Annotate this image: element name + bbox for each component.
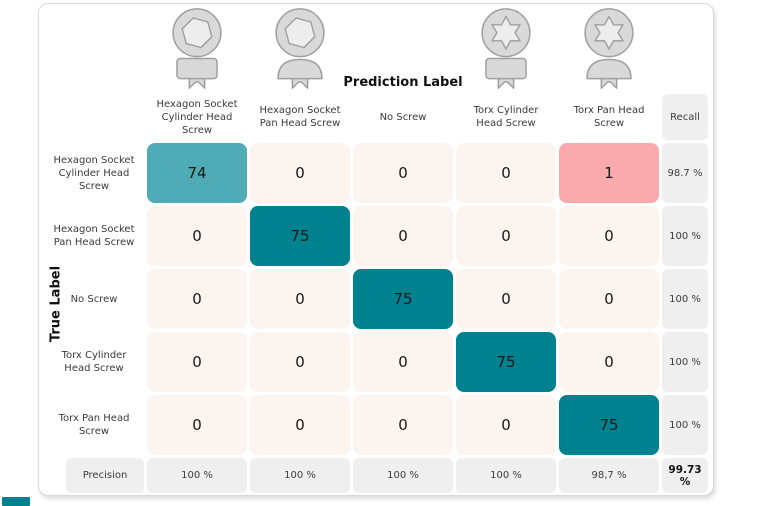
matrix-cell[interactable]: 0: [353, 143, 453, 203]
recall-cell: 100 %: [662, 269, 708, 329]
recall-cell: 100 %: [662, 332, 708, 392]
matrix-cell[interactable]: 0: [456, 143, 556, 203]
precision-cell: 98,7 %: [559, 458, 659, 493]
matrix-cell[interactable]: 0: [353, 206, 453, 266]
hexagon-socket-cylinder-head-screw-icon: [147, 7, 247, 91]
recall-column-header: Recall: [662, 94, 708, 140]
matrix-cell[interactable]: 0: [250, 269, 350, 329]
matrix-cell[interactable]: 0: [147, 332, 247, 392]
confusion-matrix-panel: Prediction Label Recall Precision 99.73 …: [38, 3, 714, 496]
precision-row-header: Precision: [66, 458, 144, 493]
column-header: No Screw: [379, 111, 427, 123]
matrix-cell[interactable]: 1: [559, 143, 659, 203]
matrix-cell[interactable]: 0: [559, 269, 659, 329]
true-axis-label: True Label: [48, 265, 64, 343]
recall-cell: 100 %: [662, 395, 708, 455]
column-header: Torx Pan Head Screw: [573, 105, 645, 129]
bottom-left-ui-fragment: [2, 497, 30, 506]
torx-cylinder-head-screw-icon: [456, 7, 556, 91]
recall-cell: 98.7 %: [662, 143, 708, 203]
row-label: Hexagon Socket Pan Head Screw: [53, 224, 135, 248]
row-label: Torx Pan Head Screw: [58, 413, 130, 437]
matrix-cell[interactable]: 0: [456, 395, 556, 455]
column-header: Hexagon Socket Pan Head Screw: [259, 105, 341, 129]
matrix-cell[interactable]: 0: [250, 395, 350, 455]
matrix-cell[interactable]: 0: [147, 395, 247, 455]
matrix-cell[interactable]: 0: [147, 206, 247, 266]
precision-cell: 100 %: [250, 458, 350, 493]
matrix-cell[interactable]: 0: [456, 206, 556, 266]
matrix-cell[interactable]: 0: [250, 332, 350, 392]
column-header: Hexagon Socket Cylinder Head Screw: [156, 98, 238, 136]
matrix-cell[interactable]: 0: [353, 332, 453, 392]
prediction-axis-label: Prediction Label: [343, 75, 463, 90]
row-label: Torx Cylinder Head Screw: [61, 350, 127, 374]
matrix-cell[interactable]: 75: [559, 395, 659, 455]
matrix-cell[interactable]: 75: [353, 269, 453, 329]
hexagon-socket-pan-head-screw-icon: [250, 7, 350, 91]
matrix-cell[interactable]: 0: [147, 269, 247, 329]
matrix-cell[interactable]: 0: [456, 269, 556, 329]
overall-accuracy-cell: 99.73 %: [662, 458, 708, 493]
matrix-cell[interactable]: 0: [559, 206, 659, 266]
matrix-cell[interactable]: 75: [250, 206, 350, 266]
matrix-cell[interactable]: 0: [353, 395, 453, 455]
matrix-cell[interactable]: 0: [559, 332, 659, 392]
matrix-cell[interactable]: 0: [250, 143, 350, 203]
matrix-cell[interactable]: 75: [456, 332, 556, 392]
confusion-matrix-grid: Prediction Label Recall Precision 99.73 …: [39, 4, 713, 495]
row-label: Hexagon Socket Cylinder Head Screw: [53, 154, 135, 192]
column-header: Torx Cylinder Head Screw: [473, 105, 539, 129]
matrix-cell[interactable]: 74: [147, 143, 247, 203]
torx-pan-head-screw-icon: [559, 7, 659, 91]
recall-cell: 100 %: [662, 206, 708, 266]
precision-cell: 100 %: [147, 458, 247, 493]
precision-cell: 100 %: [353, 458, 453, 493]
row-label: No Screw: [70, 293, 118, 305]
precision-cell: 100 %: [456, 458, 556, 493]
